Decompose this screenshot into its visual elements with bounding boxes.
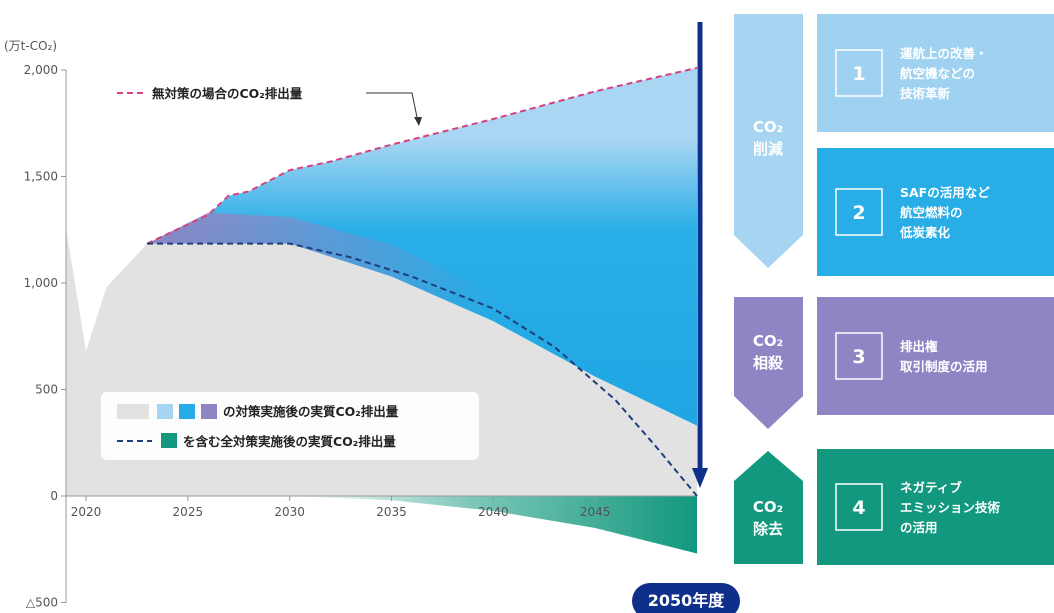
band-reduction: CO₂ 削減 (734, 14, 803, 268)
step-number-frame (835, 483, 883, 531)
legend-swatch-purple (201, 404, 217, 419)
y-tick-label: 500 (35, 383, 58, 397)
y-tick-labels: 2,000 1,500 1,000 500 0 △500 (24, 63, 66, 610)
x-tick-label: 2030 (274, 505, 305, 519)
step-number: 2 (852, 202, 865, 224)
legend-label-1: の対策実施後の実質CO₂排出量 (223, 404, 399, 419)
blue-reduction-area (147, 67, 698, 426)
band-removal: CO₂ 除去 (734, 451, 803, 564)
x-tick-label: 2025 (173, 505, 204, 519)
step-number-frame (835, 332, 883, 380)
y-unit-label: (万t-CO₂) (4, 39, 57, 53)
annotation-text: 無対策の場合のCO₂排出量 (152, 86, 303, 101)
y-tick-label: 1,000 (24, 276, 58, 290)
step-text-line: エミッション技術 (900, 500, 1001, 515)
step-text-line: 技術革新 (900, 86, 951, 101)
step-text-line: 航空機などの (900, 66, 975, 81)
net-emissions-line (147, 242, 698, 497)
target-year-label: 2050年度 (648, 591, 726, 610)
y-tick-label: 0 (50, 489, 58, 503)
legend-swatch-gray (117, 404, 149, 419)
legend-swatch-teal (161, 433, 177, 448)
step-text-line: の活用 (900, 520, 938, 535)
target-year-badge: 2050年度 (632, 583, 740, 613)
band-offset-line1: CO₂ (753, 332, 783, 350)
y-tick-label: △500 (26, 596, 58, 610)
band-offset-line2: 相殺 (753, 354, 784, 372)
step-text-line: 取引制度の活用 (900, 359, 988, 374)
band-removal-line1: CO₂ (753, 498, 783, 516)
step-number: 4 (852, 497, 865, 519)
purple-offset-area (147, 212, 494, 322)
x-tick-labels: 2020 2025 2030 2035 2040 2045 (71, 496, 611, 519)
y-tick-label: 2,000 (24, 63, 58, 77)
target-arrow (692, 22, 708, 488)
x-tick-label: 2035 (376, 505, 407, 519)
x-tick-label: 2020 (71, 505, 102, 519)
unmitigated-emissions-line (146, 66, 698, 245)
step-text-line: ネガティブ (900, 480, 962, 495)
x-tick-label: 2045 (580, 505, 611, 519)
step-text-line: 航空燃料の (900, 205, 963, 220)
step-text-line: 排出権 (900, 339, 938, 354)
band-reduction-line1: CO₂ (753, 118, 783, 136)
band-offset: CO₂ 相殺 (734, 297, 803, 429)
band-removal-line2: 除去 (753, 520, 783, 538)
step-text-line: 低炭素化 (899, 225, 951, 240)
band-reduction-line2: 削減 (753, 140, 783, 158)
y-tick-label: 1,500 (24, 170, 58, 184)
step-number: 3 (852, 346, 865, 368)
step-number-frame (835, 188, 883, 236)
step-number: 1 (852, 63, 865, 85)
legend-swatch-light-blue (157, 404, 173, 419)
x-tick-label: 2040 (478, 505, 509, 519)
legend-swatch-mid-blue (179, 404, 195, 419)
step-number-frame (835, 49, 883, 97)
step-text-line: 運航上の改善・ (900, 46, 988, 61)
teal-removal-area (289, 496, 697, 554)
unmitigated-annotation: 無対策の場合のCO₂排出量 (117, 86, 422, 126)
step-text-line: SAFの活用など (900, 185, 990, 200)
legend: の対策実施後の実質CO₂排出量 を含む全対策実施後の実質CO₂排出量 (101, 392, 479, 460)
legend-label-2: を含む全対策実施後の実質CO₂排出量 (183, 434, 396, 449)
